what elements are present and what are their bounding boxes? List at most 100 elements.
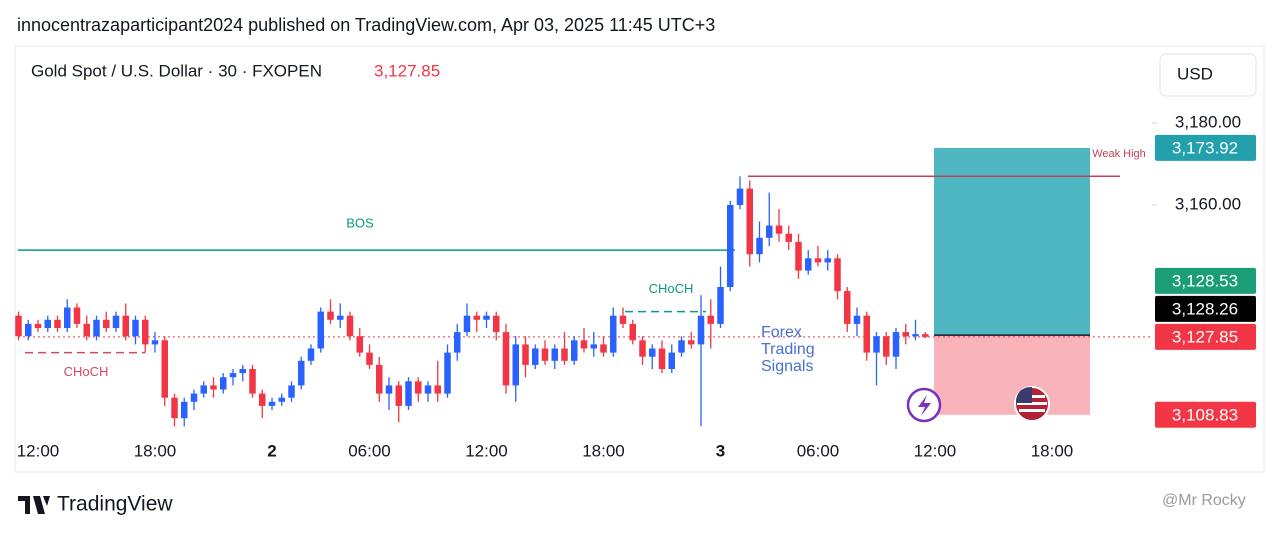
currency-button[interactable] <box>1159 53 1257 97</box>
candle-body <box>171 397 178 419</box>
candle-body <box>571 340 578 361</box>
candle-body <box>112 315 120 328</box>
flag-canton <box>1015 386 1032 403</box>
candle-body <box>327 311 334 320</box>
candle-body <box>561 348 568 361</box>
signal-text: Signals <box>761 358 813 375</box>
candle-body <box>44 319 51 328</box>
candle-body <box>473 315 480 320</box>
x-tick-label: 12:00 <box>465 441 508 460</box>
y-tick-label: 3,160.00 <box>1175 194 1241 213</box>
watermark: @Mr Rocky <box>1162 492 1246 509</box>
candle-body <box>434 385 441 394</box>
candle-body <box>463 315 471 333</box>
candle-body <box>619 315 627 324</box>
candle-body <box>805 258 812 271</box>
candle-body <box>541 348 549 361</box>
y-tick-label: 3,180.00 <box>1175 112 1241 131</box>
candle-body <box>912 334 919 337</box>
candle-body <box>600 344 607 353</box>
price-label-box <box>1155 295 1256 322</box>
candle-body <box>444 352 451 394</box>
x-tick-label: 18:00 <box>1031 441 1074 460</box>
candle-body <box>873 336 880 353</box>
candle-body <box>83 323 90 337</box>
candle-body <box>239 369 246 374</box>
target-zone <box>934 147 1090 336</box>
candle-body <box>629 323 636 341</box>
candle-body <box>590 344 597 349</box>
price-label: 3,127.85 <box>1172 327 1238 346</box>
candle-body <box>54 319 61 328</box>
candle-body <box>298 360 305 386</box>
candle-body <box>337 315 344 320</box>
lightning-icon <box>918 395 931 416</box>
structure-label: CHoCH <box>649 281 694 296</box>
candle-body <box>405 381 412 406</box>
candle-body <box>210 385 217 390</box>
currency-label[interactable]: USD <box>1177 64 1213 83</box>
candle-body <box>580 340 588 349</box>
candle-body <box>151 340 159 345</box>
candle-body <box>493 315 500 333</box>
candle-body <box>746 188 753 255</box>
candle-body <box>73 307 81 324</box>
candle-body <box>268 401 276 406</box>
x-tick-label: 12:00 <box>17 441 60 460</box>
candle-body <box>639 340 646 357</box>
candle-body <box>64 307 71 328</box>
tv-logo-text: TradingView <box>57 493 173 516</box>
candle-body <box>814 258 822 263</box>
candle-body <box>522 344 529 365</box>
x-tick-label: 3 <box>716 441 725 460</box>
candle-body <box>288 385 295 398</box>
candle-body <box>200 385 207 394</box>
candle-body <box>844 291 851 324</box>
candle-body <box>707 315 714 324</box>
candle-body <box>220 377 227 390</box>
candle-body <box>853 315 861 324</box>
structure-label: CHoCH <box>64 364 109 379</box>
price-label: 3,128.53 <box>1172 271 1238 290</box>
publish-header: innocentrazaparticipant2024 published on… <box>17 15 715 35</box>
structure-label: Weak High <box>1092 148 1146 160</box>
price-label-box <box>1155 134 1256 161</box>
candle-body <box>736 188 744 205</box>
x-tick-label: 12:00 <box>914 441 957 460</box>
x-tick-label: 2 <box>267 441 276 460</box>
x-tick-label: 06:00 <box>797 441 840 460</box>
price-label: 3,173.92 <box>1172 138 1238 157</box>
candle-body <box>356 336 363 353</box>
candle-body <box>122 315 129 337</box>
candle-body <box>93 319 100 337</box>
candle-body <box>25 323 32 337</box>
price-label-box <box>1155 267 1256 294</box>
candle-body <box>15 315 22 337</box>
candle-body <box>688 340 695 345</box>
price-label-box <box>1155 401 1256 428</box>
candle-body <box>366 352 373 365</box>
candle-body <box>697 315 705 345</box>
candle-body <box>668 352 675 369</box>
candle-body <box>376 364 383 394</box>
candle-body <box>395 385 402 406</box>
candle-body <box>229 373 237 378</box>
candle-body <box>883 336 890 357</box>
candle-body <box>415 381 422 394</box>
candle-body <box>795 241 802 271</box>
candle-body <box>834 258 841 292</box>
candle-body <box>454 332 461 353</box>
candle-body <box>502 332 510 386</box>
candle-body <box>34 323 42 328</box>
candle-body <box>824 258 831 263</box>
x-tick-label: 18:00 <box>582 441 625 460</box>
candle-body <box>922 334 929 337</box>
flag-stripe <box>1017 402 1047 405</box>
price-label-box <box>1155 323 1256 350</box>
price-label: 3,128.26 <box>1172 299 1238 318</box>
signal-text: Forex <box>761 324 802 341</box>
candle-body <box>259 393 266 406</box>
candle-body <box>532 348 539 365</box>
candle-body <box>142 319 149 345</box>
candle-body <box>132 319 139 337</box>
